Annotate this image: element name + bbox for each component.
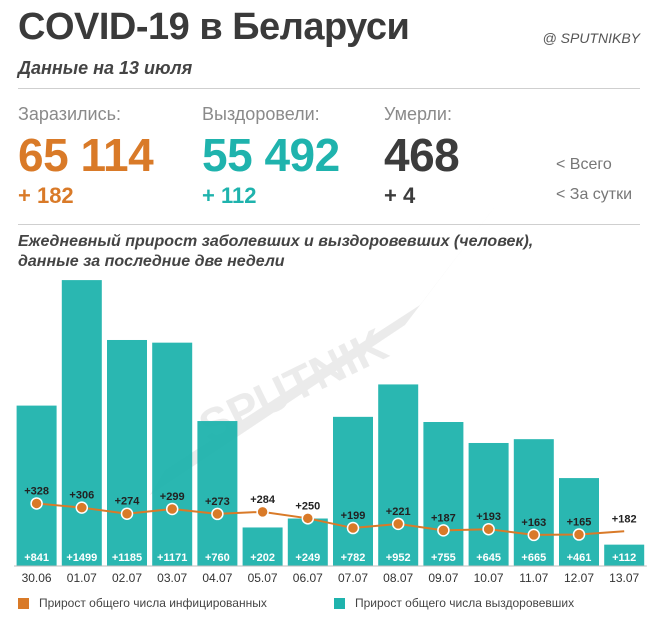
stats-divider [18,224,640,225]
stat-infected-label: Заразились: [18,104,121,124]
x-tick-11.07: 11.07 [519,571,548,585]
infected-label-11.07: +163 [521,517,546,529]
infected-point-08.07 [391,517,405,531]
bar-13.07 [604,544,645,566]
stat-deaths-total: 468 [384,129,460,181]
x-tick-01.07: 01.07 [67,571,97,585]
infected-label-05.07: +284 [250,494,276,506]
page-title: COVID-19 в Беларуси [18,6,410,48]
bar-09.07 [423,422,464,566]
x-tick-13.07: 13.07 [609,571,639,585]
bar-11.07 [513,439,554,566]
stat-infected-total: 65 114 [18,129,154,181]
infected-label-12.07: +165 [567,517,592,529]
x-tick-07.07: 07.07 [338,571,368,585]
infected-label-02.07: +274 [115,496,141,508]
infected-line [36,502,625,536]
bar-label-07.07: +782 [341,552,366,564]
stat-recovered-delta: + 112 [202,183,257,208]
bar-12.07 [559,478,599,566]
bar-label-08.07: +952 [386,552,411,564]
x-tick-12.07: 12.07 [564,571,594,585]
bar-05.07 [242,527,283,566]
legend-recovered: Прирост общего числа выздоровевших [334,596,574,610]
infected-label-04.07: +273 [205,496,230,508]
bar-label-12.07: +461 [567,552,592,564]
stat-infected: Заразились: 65 114 + 182 [18,104,154,209]
bar-08.07 [378,384,419,566]
social-handle: @ SPUTNIKBY [542,30,640,46]
infected-label-06.07: +250 [295,500,320,512]
infected-label-08.07: +221 [386,506,411,518]
infected-label-07.07: +199 [341,510,366,522]
bar-04.07 [197,421,238,566]
bar-02.07 [107,339,147,566]
x-tick-04.07: 04.07 [202,571,232,585]
x-tick-30.06: 30.06 [22,571,52,585]
x-tick-08.07: 08.07 [383,571,413,585]
x-tick-06.07: 06.07 [293,571,323,585]
key-daily: < За сутки [556,186,633,203]
infected-point-12.07 [572,528,586,541]
infected-point-03.07 [165,502,179,516]
x-tick-05.07: 05.07 [248,571,278,585]
bar-label-30.06: +841 [24,552,49,564]
legend-infected-label: Прирост общего числа инфицированных [39,596,267,610]
bar-label-02.07: +1185 [112,552,142,564]
legend-recovered-label: Прирост общего числа выздоровевших [355,596,575,610]
infected-point-10.07 [482,522,495,536]
bar-label-11.07: +665 [521,552,546,564]
bar-label-03.07: +1171 [157,552,187,564]
infected-point-04.07 [211,507,224,521]
infected-point-06.07 [301,512,315,525]
infected-label-03.07: +299 [160,491,185,503]
header-divider [18,88,640,89]
infected-label-30.06: +328 [24,485,49,497]
stat-recovered: Выздоровели: 55 492 + 112 [202,104,340,209]
legend-infected-swatch [18,597,29,609]
bar-03.07 [152,342,193,566]
bar-label-01.07: +1499 [66,552,97,564]
legend-recovered-swatch [334,597,345,609]
bar-label-10.07: +645 [476,552,501,564]
infected-label-01.07: +306 [69,490,94,502]
x-tick-03.07: 03.07 [157,571,187,585]
stat-deaths: Умерли: 468 + 4 [384,104,460,209]
bar-label-06.07: +249 [295,552,320,564]
stat-recovered-total: 55 492 [202,129,340,181]
bar-label-09.07: +755 [431,552,456,564]
key-total: < Всего [556,156,612,173]
x-tick-09.07: 09.07 [428,571,458,585]
chart-title: Ежедневный прирост заболевших и выздоров… [18,233,534,270]
infected-label-09.07: +187 [431,512,456,524]
infected-point-09.07 [437,524,450,537]
infected-point-02.07 [120,507,134,520]
infected-label-10.07: +193 [476,511,501,523]
stat-infected-delta: + 182 [18,183,74,208]
infected-point-30.06 [30,497,43,510]
infected-point-01.07 [75,501,89,514]
legend-infected: Прирост общего числа инфицированных [18,596,267,610]
page-subtitle: Данные на 13 июля [18,58,193,78]
bar-label-04.07: +760 [205,552,230,564]
x-tick-10.07: 10.07 [474,571,504,585]
bar-label-13.07: +112 [612,552,636,564]
bar-label-05.07: +202 [250,552,275,564]
stat-deaths-label: Умерли: [384,104,452,124]
stat-recovered-label: Выздоровели: [202,104,320,124]
infected-point-07.07 [346,521,360,535]
bar-07.07 [333,416,373,566]
bar-10.07 [468,442,509,566]
bar-01.07 [61,280,102,566]
infected-label-13.07: +182 [612,513,637,525]
infected-point-11.07 [527,528,541,542]
bar-06.07 [287,518,328,566]
bar-30.06 [16,405,57,566]
x-tick-02.07: 02.07 [112,571,142,585]
stat-deaths-delta: + 4 [384,183,416,208]
infected-point-05.07 [256,505,269,519]
